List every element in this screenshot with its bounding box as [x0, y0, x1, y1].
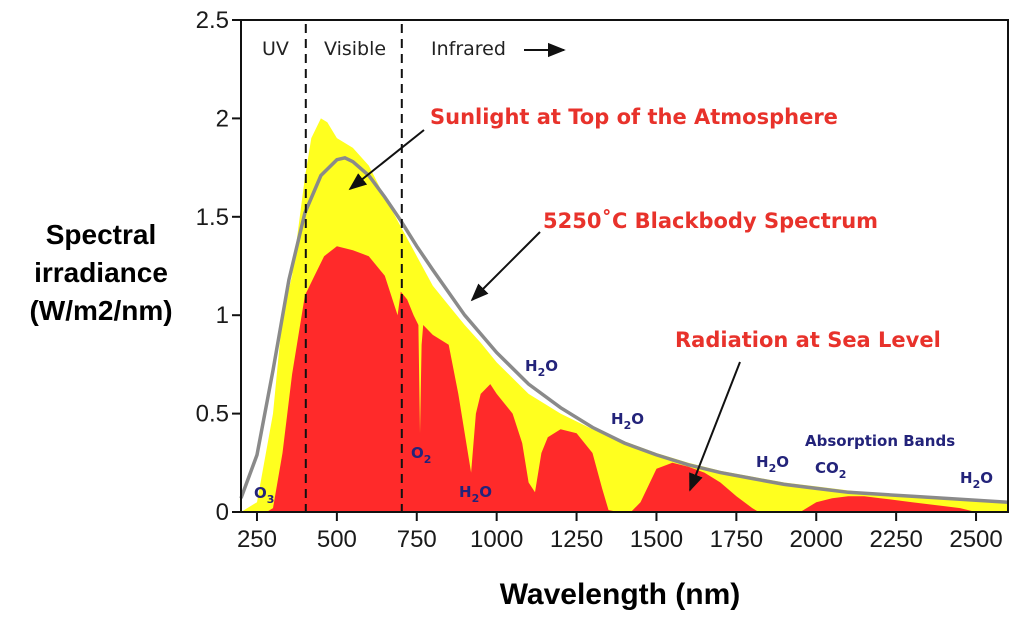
x-tick-label: 1000 — [470, 526, 523, 553]
y-tick-label: 2.5 — [196, 7, 229, 34]
x-tick-label: 1500 — [630, 526, 683, 553]
series-layer — [239, 118, 1009, 513]
y-tick-label: 2 — [216, 105, 229, 132]
x-tick-label: 500 — [317, 526, 357, 553]
region-label-uv: UV — [262, 38, 289, 60]
absorption-label-h2o-1: H2O — [525, 357, 558, 379]
x-tick-label: 250 — [237, 526, 277, 553]
x-tick-label: 2000 — [790, 526, 843, 553]
y-tick-label: 0 — [216, 499, 229, 526]
series-1-area — [266, 246, 977, 513]
y-tick-label: 0.5 — [196, 401, 229, 428]
region-label-visible: Visible — [324, 38, 386, 60]
arrow-top-atmosphere — [348, 129, 425, 191]
arrow-sea-level — [689, 361, 741, 492]
absorption-label-h2o-4: H2O — [756, 453, 789, 475]
x-tick-label: 1250 — [550, 526, 603, 553]
region-label-infrared: Infrared — [431, 38, 506, 60]
series-2-line — [239, 155, 1009, 504]
absorption-label-h2o-2: H2O — [459, 483, 492, 505]
y-tick-label: 1.5 — [196, 204, 229, 231]
y-axis-title-line-3: (W/m2/nm) — [29, 295, 172, 326]
absorption-label-o3: O3 — [254, 484, 274, 506]
x-tick-label: 750 — [397, 526, 437, 553]
absorption-label-co2: CO2 — [815, 459, 846, 481]
absorption-label-h2o-3: H2O — [611, 410, 644, 432]
absorption-label-h2o-5: H2O — [960, 469, 993, 491]
y-axis: 0 0.5 1 1.5 2 2.5 — [196, 7, 241, 526]
x-tick-label: 1750 — [710, 526, 763, 553]
annotation-sea-level: Radiation at Sea Level — [675, 328, 941, 352]
x-axis-title: Wavelength (nm) — [500, 578, 741, 611]
annotation-blackbody: 5250˚C Blackbody Spectrum — [543, 209, 878, 233]
annotation-top-atmosphere: Sunlight at Top of the Atmosphere — [430, 105, 838, 129]
x-tick-label: 2250 — [869, 526, 922, 553]
x-tick-label: 2500 — [949, 526, 1002, 553]
y-tick-label: 1 — [216, 302, 229, 329]
x-axis: 250 500 750 1000 1250 1500 1750 2000 2250 2500 — [237, 512, 1003, 553]
absorption-label-o2: O2 — [411, 444, 431, 466]
arrow-blackbody — [470, 231, 541, 302]
y-axis-title-line-2: irradiance — [34, 257, 168, 288]
annotation-absorption-bands: Absorption Bands — [805, 432, 955, 450]
y-axis-title-line-1: Spectral — [46, 219, 157, 250]
plot-frame — [240, 19, 1009, 513]
